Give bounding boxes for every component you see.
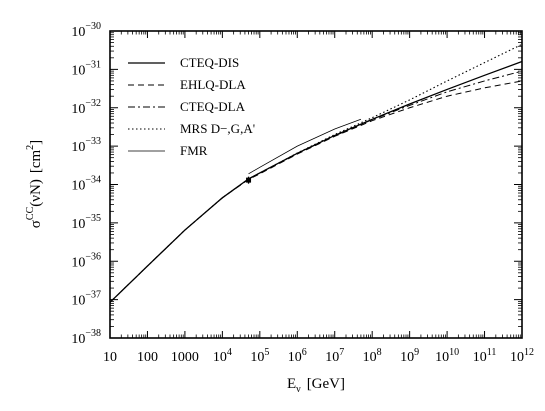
x-tick-label: 1000: [171, 350, 199, 365]
series-line-cteq-dis: [109, 60, 523, 303]
data-point-marker: [246, 177, 252, 183]
y-tick-label: 10−30: [71, 21, 101, 40]
legend-label-fmr: FMR: [180, 143, 208, 158]
x-tick-label: 109: [400, 347, 419, 365]
x-tick-label: 107: [325, 347, 344, 365]
y-tick-label: 10−32: [71, 98, 101, 117]
plot-frame: [109, 30, 523, 339]
x-tick-label: 108: [363, 347, 382, 365]
y-axis-label: σCC(νN)[cm2]: [25, 140, 44, 228]
x-tick-label: 1012: [510, 347, 534, 365]
x-axis-ticks: 10 100 1000 104 105 106 107 108 109 1010 1011 1012: [103, 31, 534, 365]
series-line-fmr: [248, 118, 362, 175]
y-tick-label: 10−35: [71, 213, 101, 232]
y-tick-label: 10−33: [71, 136, 101, 155]
legend-label-mrs-d-g-a: MRS D−,G,A': [180, 121, 255, 136]
x-tick-label: 10: [103, 350, 117, 365]
y-tick-label: 10−38: [71, 328, 101, 347]
y-tick-label: 10−36: [71, 251, 101, 270]
legend-label-cteq-dis: CTEQ-DIS: [180, 55, 239, 70]
x-tick-label: 100: [137, 350, 158, 365]
y-tick-label: 10−37: [71, 290, 101, 309]
legend-label-ehlq-dla: EHLQ-DLA: [180, 77, 246, 92]
x-tick-label: 105: [250, 347, 269, 365]
legend-label-cteq-dla: CTEQ-DLA: [180, 99, 246, 114]
series-line-cteq-dla: [109, 70, 523, 303]
series-layer: [109, 43, 523, 303]
x-tick-label: 1011: [473, 347, 497, 365]
y-tick-label: 10−31: [71, 59, 101, 78]
x-axis-label: Eν [GeV]: [287, 376, 345, 395]
series-line-mrs-d-g-a: [109, 43, 523, 303]
x-tick-label: 104: [213, 347, 232, 365]
y-axis-ticks: 10−38 10−37 10−36 10−35 10−34 10−33 10−32 10−31…: [71, 21, 522, 347]
series-line-ehlq-dla: [109, 80, 523, 303]
x-tick-label: 106: [288, 347, 307, 365]
data-point-layer: [246, 176, 252, 184]
legend: CTEQ-DIS EHLQ-DLA CTEQ-DLA MRS D−,G,A' FMR: [128, 55, 255, 158]
y-tick-label: 10−34: [71, 175, 101, 194]
x-tick-label: 1010: [435, 347, 459, 365]
